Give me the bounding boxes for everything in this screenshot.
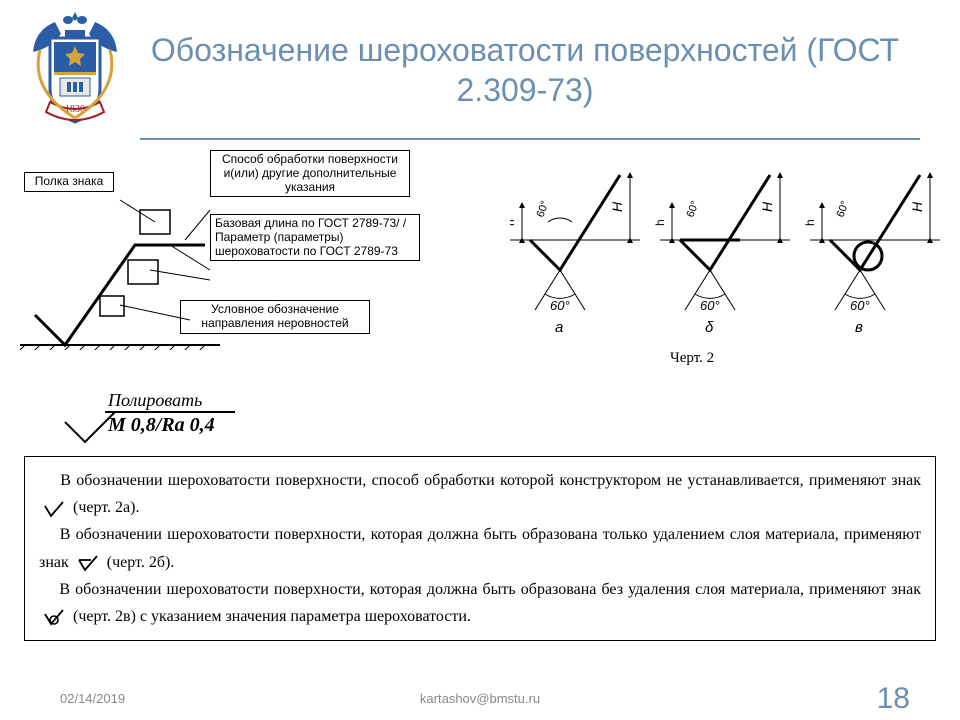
angle-top-a: 60° [535, 199, 552, 219]
sub-b: δ [705, 319, 714, 336]
dim-h-big-v: H [909, 201, 925, 212]
angle-top-v: 60° [835, 199, 852, 219]
example-bottom-text: М 0,8/Ra 0,4 [108, 414, 215, 437]
p1a: В обозначении шероховатости поверхности,… [60, 472, 921, 489]
angle-top-b: 60° [685, 199, 702, 219]
para-2: В обозначении шероховатости поверхности,… [39, 521, 921, 575]
footer: 02/14/2019 kartashov@bmstu.ru 18 [0, 691, 960, 706]
para-3: В обозначении шероховатости поверхности,… [39, 576, 921, 630]
dim-h-small: h [510, 219, 517, 226]
inline-symbol-v [43, 608, 65, 626]
inline-symbol-b [77, 554, 99, 572]
page-number: 18 [877, 682, 910, 716]
example-symbol: Полировать М 0,8/Ra 0,4 [60, 390, 960, 450]
callout-baselength: Базовая длина по ГОСТ 2789-73/ / Парамет… [210, 214, 420, 261]
p3a: В обозначении шероховатости поверхности,… [59, 581, 921, 598]
footer-date: 02/14/2019 [60, 691, 125, 706]
page-title: Обозначение шероховатости поверхностей (… [130, 30, 920, 110]
p3b: (черт. 2в) с указанием значения параметр… [73, 608, 471, 625]
dim-h-small-b: h [653, 219, 667, 226]
figure-caption: Черт. 2 [670, 350, 714, 367]
dim-h-big-b: H [759, 201, 775, 212]
diagram-row: Полка знака Способ обработки поверхности… [10, 150, 950, 390]
angle-bot-v: 60° [850, 298, 870, 313]
p2b: (черт. 2б). [107, 554, 175, 571]
header: 1830 Обозначение шероховатости поверхнос… [0, 0, 960, 130]
angle-bot-b: 60° [700, 298, 720, 313]
para-1: В обозначении шероховатости поверхности,… [39, 467, 921, 521]
title-block: Обозначение шероховатости поверхностей (… [130, 10, 920, 110]
inline-symbol-a [43, 500, 65, 518]
right-symbol-variants: h H 60° 60° а h H 60° 60° [510, 160, 950, 340]
dim-h-big: H [609, 201, 625, 212]
callout-processing: Способ обработки поверхности и(или) друг… [210, 150, 410, 197]
sub-v: в [855, 319, 863, 336]
angle-bot-a: 60° [550, 298, 570, 313]
footer-email: kartashov@bmstu.ru [0, 691, 960, 706]
description-box: В обозначении шероховатости поверхности,… [24, 456, 936, 641]
dim-h-small-v: h [803, 219, 817, 226]
bmstu-logo: 1830 [20, 10, 130, 130]
sub-a: а [555, 319, 563, 336]
header-rule [140, 138, 920, 140]
p1b: (черт. 2а). [73, 499, 139, 516]
left-symbol-diagram [20, 180, 220, 350]
example-top-text: Полировать [108, 390, 202, 411]
